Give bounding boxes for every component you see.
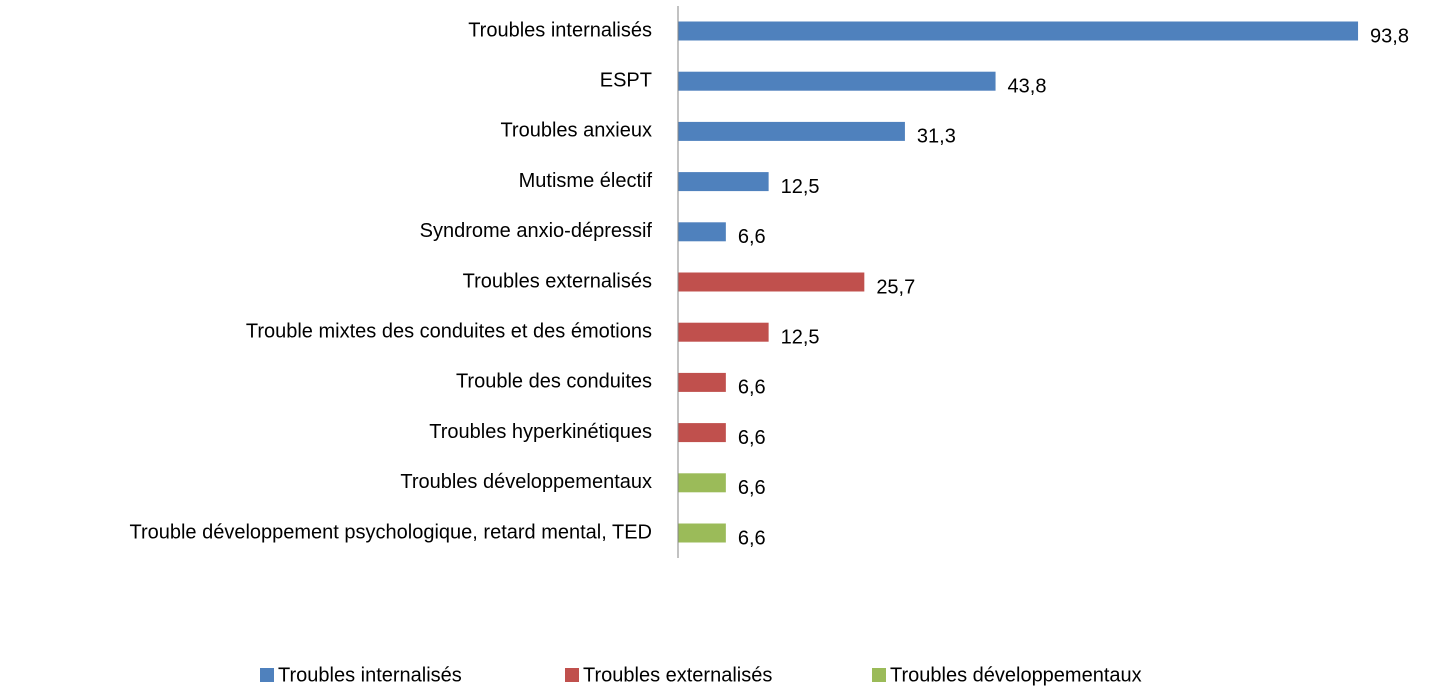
category-label: Trouble développement psychologique, ret… bbox=[129, 521, 652, 543]
bar bbox=[678, 372, 726, 392]
legend-swatch bbox=[260, 668, 274, 682]
legend-label: Troubles internalisés bbox=[278, 664, 462, 686]
value-label: 93,8 bbox=[1370, 25, 1409, 47]
bar bbox=[678, 272, 865, 292]
category-label: Trouble des conduites bbox=[456, 371, 652, 393]
bar bbox=[678, 71, 996, 91]
bar bbox=[678, 322, 769, 342]
bar bbox=[678, 473, 726, 493]
legend-label: Troubles externalisés bbox=[583, 664, 772, 686]
value-label: 31,3 bbox=[917, 126, 956, 148]
value-label: 25,7 bbox=[876, 276, 915, 298]
category-label: Troubles développementaux bbox=[400, 471, 652, 493]
value-label: 6,6 bbox=[738, 477, 766, 499]
value-label: 12,5 bbox=[781, 176, 820, 198]
value-label: 12,5 bbox=[781, 326, 820, 348]
bar bbox=[678, 222, 726, 242]
category-label: Troubles hyperkinétiques bbox=[429, 421, 652, 443]
value-label: 6,6 bbox=[738, 226, 766, 248]
value-label: 6,6 bbox=[738, 527, 766, 549]
bar bbox=[678, 21, 1359, 41]
category-label: Troubles internalisés bbox=[468, 19, 652, 41]
category-label: Troubles externalisés bbox=[463, 270, 652, 292]
bar bbox=[678, 423, 726, 443]
value-label: 6,6 bbox=[738, 377, 766, 399]
value-label: 43,8 bbox=[1008, 75, 1047, 97]
bar bbox=[678, 523, 726, 543]
category-label: Syndrome anxio-dépressif bbox=[420, 220, 653, 242]
category-label: ESPT bbox=[600, 69, 652, 91]
category-label: Troubles anxieux bbox=[500, 120, 652, 142]
category-label: Trouble mixtes des conduites et des émot… bbox=[246, 320, 652, 342]
legend-swatch bbox=[565, 668, 579, 682]
bar bbox=[678, 121, 905, 141]
bar bbox=[678, 172, 769, 192]
legend-label: Troubles développementaux bbox=[890, 664, 1142, 686]
category-label: Mutisme électif bbox=[519, 170, 653, 192]
value-label: 6,6 bbox=[738, 427, 766, 449]
legend-swatch bbox=[872, 668, 886, 682]
